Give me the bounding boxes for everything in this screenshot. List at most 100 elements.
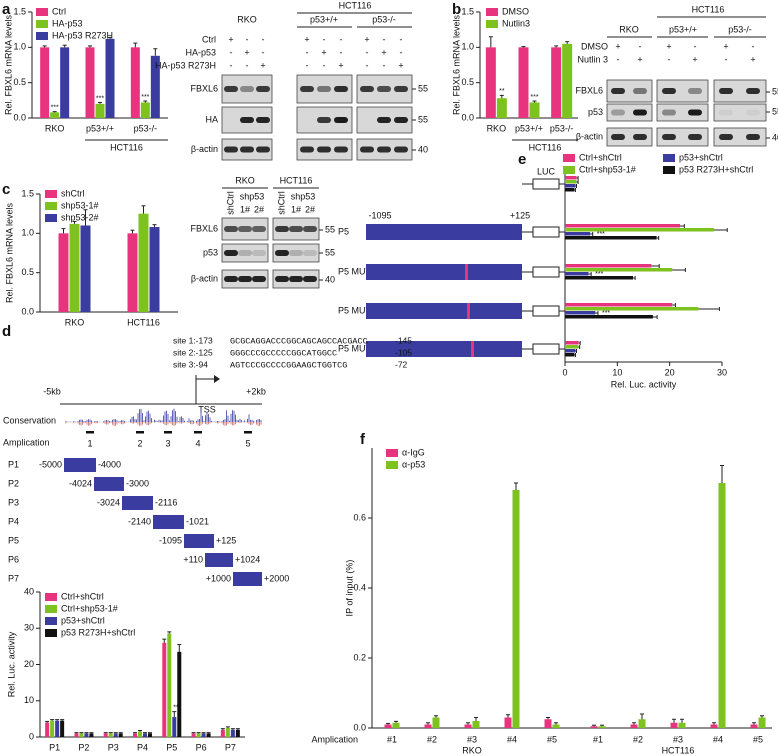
amplicon-label: 4: [195, 438, 200, 448]
construct-start: -1095: [368, 210, 391, 220]
blot-band: [252, 250, 266, 256]
blot-band: [377, 117, 391, 123]
bar: [55, 720, 60, 737]
x-tick-label: P2: [78, 742, 89, 752]
y-tick-label: 1.0: [21, 228, 34, 238]
blot-panel: [606, 79, 653, 103]
blot-band: [633, 88, 647, 94]
blot-band: [360, 86, 374, 92]
fragment-end: -3000: [126, 478, 149, 488]
sign: +: [338, 60, 343, 70]
bar: [206, 733, 211, 737]
bar: [565, 188, 575, 192]
sign: -: [668, 54, 671, 64]
size-marker: 55: [325, 224, 335, 234]
blot-panel: [713, 127, 767, 147]
lane-label: shp53: [291, 191, 316, 201]
x-tick-label: HCT116: [127, 317, 160, 327]
bar: [89, 733, 94, 737]
bar: [512, 490, 520, 728]
group-label: HCT116: [110, 142, 143, 152]
fragment-start: +1000: [206, 573, 231, 583]
legend-swatch: [36, 20, 48, 28]
group-label: HCT116: [692, 4, 725, 14]
blot-band: [317, 146, 331, 153]
bar: [40, 47, 50, 119]
blot-band: [317, 117, 331, 123]
bar: [670, 722, 678, 728]
y-tick-label: 0.0: [461, 112, 474, 122]
significance: ***: [51, 104, 59, 111]
legend-swatch: [45, 617, 57, 625]
sign: +: [244, 47, 249, 57]
significance: **: [499, 88, 505, 95]
legend-label: shCtrl: [61, 188, 85, 198]
locus-end: +2kb: [246, 386, 266, 396]
bar: [133, 733, 137, 737]
column-label: RKO: [619, 24, 639, 34]
bar: [590, 726, 598, 728]
x-tick-label: p53+/+: [86, 123, 114, 133]
mutation: [467, 303, 470, 319]
sign: -: [383, 34, 386, 44]
blot-band: [688, 134, 702, 140]
bar: [60, 720, 65, 737]
blot-panel: [656, 103, 709, 122]
lane-label: 1#: [240, 204, 250, 214]
blot-band: [688, 109, 702, 116]
bar: [79, 733, 84, 737]
x-tick-label: #1: [387, 734, 397, 744]
bar: [45, 722, 50, 737]
blot-row-label: p53: [203, 247, 218, 257]
legend-label: p53+shCtrl: [61, 615, 105, 625]
legend-label: shp53-1#: [61, 200, 99, 210]
sign: -: [306, 60, 309, 70]
sign: -: [366, 60, 369, 70]
promoter-box: [366, 341, 522, 357]
bar: [630, 724, 638, 728]
bar: [565, 176, 577, 180]
amplicon: [136, 431, 144, 434]
legend-swatch: [45, 629, 57, 637]
legend-label: Nutlin3: [502, 18, 530, 28]
size-marker: 55: [325, 247, 335, 257]
mutation: [471, 341, 474, 357]
bar: [565, 232, 591, 236]
bar: [598, 726, 606, 728]
bar: [230, 729, 235, 737]
blot-band: [611, 109, 625, 116]
bar: [565, 303, 673, 307]
blot-row-label: FBXL6: [190, 223, 218, 233]
fragment-name: P3: [8, 497, 19, 507]
blot-band: [275, 226, 289, 232]
blot-band: [611, 88, 625, 94]
legend-swatch: [486, 8, 498, 16]
bar: [118, 733, 123, 737]
blot-band: [719, 109, 733, 116]
x-tick-label: p53-/-: [134, 123, 158, 133]
legend-label: Ctrl+shCtrl: [579, 152, 622, 162]
amplicon: [164, 431, 172, 434]
row-label: P5 MUT 1: [338, 266, 378, 276]
bar: [565, 264, 652, 268]
luc-box: [532, 343, 560, 355]
bar: [196, 733, 201, 737]
y-tick-label: 0.5: [21, 267, 34, 277]
legend-swatch: [663, 166, 675, 174]
y-tick-label: 40: [24, 586, 34, 596]
blot-band: [224, 250, 238, 256]
fragment-name: P2: [8, 478, 19, 488]
bar: [518, 47, 529, 119]
fragment-start: -4024: [69, 478, 92, 488]
bar: [565, 307, 699, 311]
y-tick-label: 0.0: [353, 722, 366, 732]
bar: [105, 38, 115, 118]
luc-box: [532, 178, 560, 190]
group-label: HCT116: [529, 142, 562, 152]
lane-label: 2#: [254, 204, 264, 214]
fragment: [233, 572, 262, 586]
x-tick-label: #5: [547, 734, 557, 744]
bar: [80, 225, 91, 312]
column-label: p53-/-: [372, 14, 396, 24]
sign: -: [340, 47, 343, 57]
